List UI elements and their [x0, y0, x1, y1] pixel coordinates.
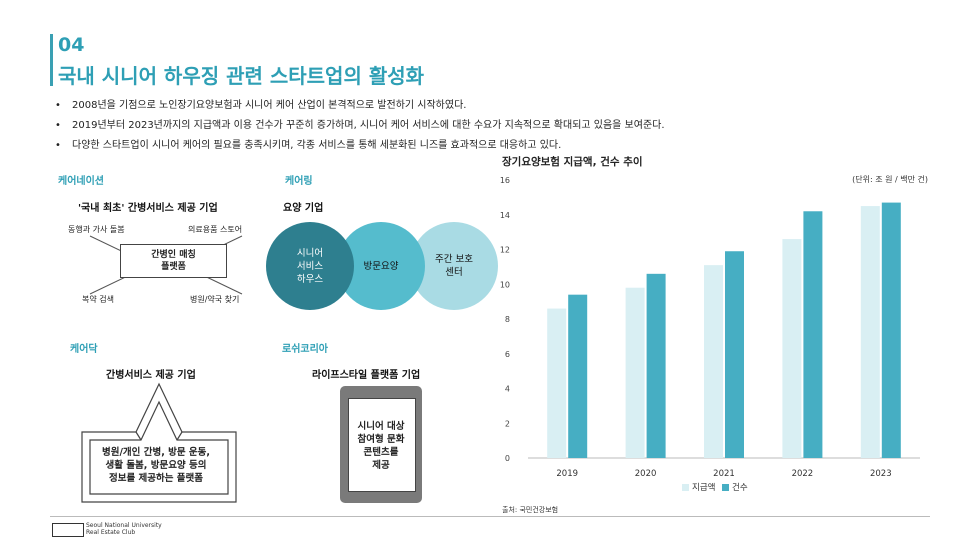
bar-지급액	[704, 265, 723, 458]
bullet-item: 다양한 스타트업이 시니어 케어의 필요를 충족시키며, 각종 서비스를 통해 …	[55, 136, 665, 156]
caredoc-heading: 간병서비스 제공 기업	[106, 370, 196, 381]
x-tick-label: 2020	[635, 469, 657, 479]
bar-건수	[803, 211, 823, 458]
bar-지급액	[782, 239, 802, 458]
legend-label: 건수	[732, 482, 748, 493]
bar-건수	[646, 273, 666, 458]
bar-지급액	[625, 287, 645, 458]
y-tick-label: 10	[500, 280, 510, 289]
bullet-item: 2008년을 기점으로 노인장기요양보험과 시니어 케어 산업이 본격적으로 발…	[55, 96, 665, 116]
phone-screen	[348, 398, 416, 492]
page-title: 국내 시니어 하우징 관련 스타트업의 활성화	[58, 64, 425, 88]
club-logo-text: Seoul National University Real Estate Cl…	[86, 522, 162, 536]
service-medication-search: 복약 검색	[82, 295, 114, 304]
caregiver-matching-platform-box: 간병인 매칭 플랫폼	[120, 244, 227, 278]
legend-swatch	[722, 484, 729, 491]
house-icon	[81, 382, 237, 503]
circle-line: 하우스	[296, 273, 324, 285]
service-hospital-pharmacy-finder: 병원/약국 찾기	[190, 295, 240, 304]
house-line: 생활 돌봄, 방문요양 등의	[105, 460, 207, 471]
footer-divider	[50, 516, 930, 517]
carering-heading: 요양 기업	[283, 203, 324, 214]
service-medical-store: 의료용품 스토어	[188, 225, 243, 234]
circle-line: 시니어	[296, 247, 324, 259]
chart-unit-note: (단위: 조 원 / 백만 건)	[852, 174, 928, 184]
y-tick-label: 4	[505, 385, 510, 394]
carenation-label: 케어네이션	[58, 176, 104, 187]
y-tick-label: 16	[500, 176, 510, 185]
phone-line: 콘텐츠를	[363, 447, 399, 458]
house-line: 정보를 제공하는 플랫폼	[108, 473, 203, 484]
y-tick-label: 14	[500, 211, 510, 220]
y-tick-label: 12	[500, 246, 510, 255]
y-tick-label: 8	[505, 315, 510, 324]
house-description: 병원/개인 간병, 방문 운동, 생활 돌봄, 방문요양 등의 정보를 제공하는…	[86, 446, 226, 485]
center-line: 플랫폼	[161, 262, 186, 272]
y-tick-label: 0	[505, 454, 510, 463]
title-accent-bar	[50, 34, 53, 86]
bar-건수	[881, 202, 901, 458]
y-tick-label: 2	[505, 419, 510, 428]
phone-description: 시니어 대상 참여형 문화 콘텐츠를 제공	[340, 420, 422, 472]
carenation-heading: '국내 최초' 간병서비스 제공 기업	[78, 203, 218, 214]
logo-line: Real Estate Club	[86, 529, 136, 536]
center-line: 간병인 매칭	[151, 250, 196, 260]
chart-title: 장기요양보험 지급액, 건수 추이	[502, 156, 643, 168]
bar-chart: (단위: 조 원 / 백만 건) 0 2 4 6 8 10 12 14 16 2019 2020 2…	[500, 174, 928, 514]
circle-line: 방문요양	[363, 260, 399, 272]
legend-swatch	[682, 484, 689, 491]
circle-line: 주간 보호	[435, 254, 473, 265]
logo-line: Seoul National University	[86, 522, 162, 529]
carering-label: 케어링	[285, 176, 313, 187]
phone-line: 시니어 대상	[357, 421, 405, 432]
caredoc-label: 케어닥	[70, 344, 98, 355]
x-tick-label: 2023	[870, 469, 892, 479]
x-tick-label: 2022	[792, 469, 814, 479]
bar-건수	[568, 294, 588, 458]
circle-senior-service-house: 시니어 서비스 하우스	[266, 222, 354, 310]
phone-line: 제공	[372, 460, 390, 471]
legend-label: 지급액	[692, 482, 715, 493]
bullet-item: 2019년부터 2023년까지의 지급액과 이용 건수가 꾸준히 증가하며, 시…	[55, 116, 665, 136]
club-logo-icon	[52, 523, 84, 537]
bar-건수	[725, 251, 744, 458]
service-escort-housework: 동행과 가사 돌봄	[68, 225, 125, 234]
bar-지급액	[547, 308, 567, 458]
x-tick-label: 2019	[556, 469, 578, 479]
x-tick-label: 2021	[713, 469, 735, 479]
bullet-list: 2008년을 기점으로 노인장기요양보험과 시니어 케어 산업이 본격적으로 발…	[55, 96, 665, 156]
rosy-heading: 라이프스타일 플랫폼 기업	[312, 370, 421, 381]
bar-지급액	[860, 206, 880, 458]
phone-line: 참여형 문화	[357, 434, 405, 445]
circle-line: 서비스	[296, 260, 324, 272]
circle-line: 센터	[445, 267, 463, 278]
chart-source-note: 출처: 국민건강보험	[502, 505, 558, 514]
y-tick-label: 6	[505, 350, 510, 359]
house-line: 병원/개인 간병, 방문 운동,	[101, 447, 210, 458]
section-number: 04	[58, 34, 85, 56]
rosy-label: 로쉬코리아	[282, 344, 328, 355]
